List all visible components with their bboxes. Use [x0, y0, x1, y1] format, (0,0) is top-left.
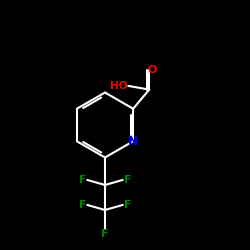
Text: F: F: [79, 175, 86, 185]
Text: F: F: [79, 200, 86, 210]
Text: F: F: [124, 175, 131, 185]
Text: HO: HO: [110, 81, 127, 91]
Text: O: O: [148, 64, 157, 74]
Text: N: N: [128, 135, 138, 148]
Text: F: F: [124, 200, 131, 210]
Text: F: F: [101, 229, 109, 239]
